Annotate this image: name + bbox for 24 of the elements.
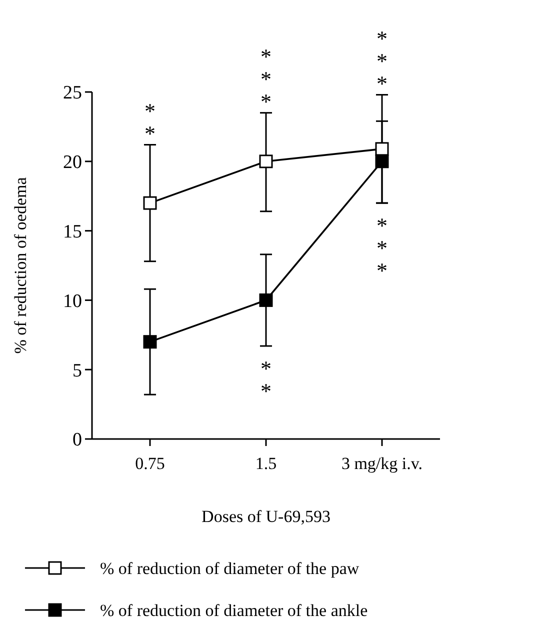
annotation: ** xyxy=(260,356,272,404)
y-tick-label: 0 xyxy=(72,430,82,451)
x-axis-title: Doses of U-69,593 xyxy=(202,507,330,526)
legend-label: % of reduction of diameter of the ankle xyxy=(100,600,368,620)
y-tick-label: 25 xyxy=(63,82,82,104)
point xyxy=(375,154,389,168)
x-tick-label: 0.75 xyxy=(135,454,165,473)
y-axis-title: % of reduction of oedema xyxy=(11,176,30,354)
annotation: *** xyxy=(376,26,388,96)
point xyxy=(259,154,273,168)
y-tick-label: 15 xyxy=(63,221,82,242)
y-tick-label: 10 xyxy=(63,290,82,312)
point xyxy=(143,196,157,210)
annotation: *** xyxy=(376,213,388,284)
point xyxy=(375,142,389,156)
point xyxy=(143,335,157,349)
legend-label: % of reduction of diameter of the paw xyxy=(100,558,360,578)
y-tick-label: 20 xyxy=(63,152,82,174)
annotation: ** xyxy=(144,98,156,146)
x-tick-label: 3 mg/kg i.v. xyxy=(341,454,423,473)
y-tick-label: 5 xyxy=(72,360,82,382)
x-tick-label: 1.5 xyxy=(255,454,277,473)
point xyxy=(259,293,273,307)
annotation: * ** xyxy=(260,44,272,114)
